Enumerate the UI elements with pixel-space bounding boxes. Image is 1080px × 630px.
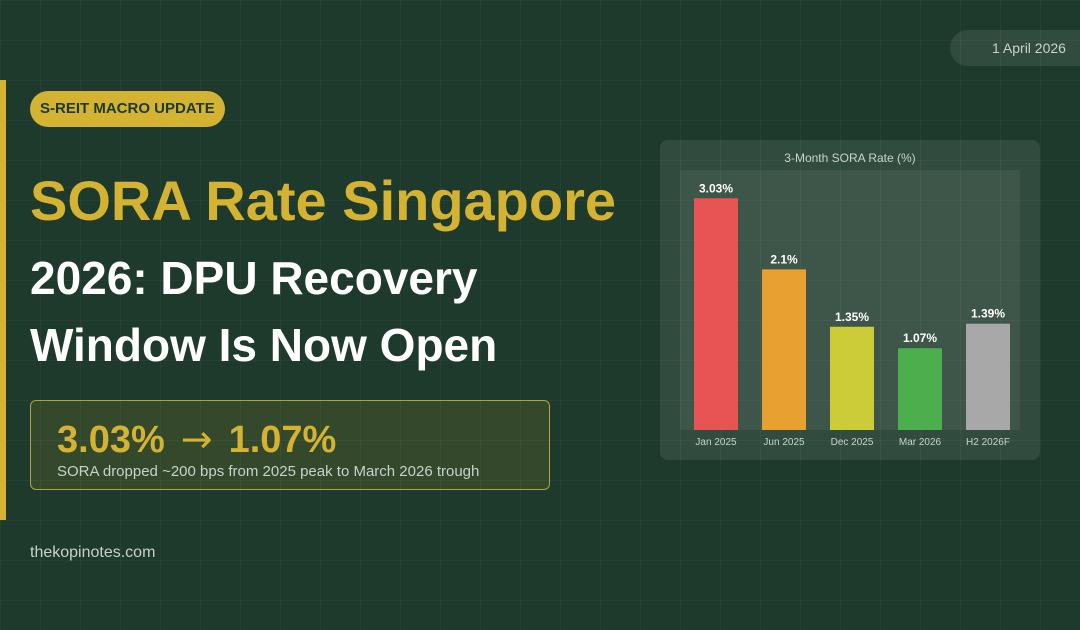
bar-0 [694,198,738,430]
bar-1 [762,269,806,430]
bar-value-label: 1.35% [835,310,869,324]
sora-bar-chart: 3-Month SORA Rate (%) 3.03% Jan 2025 2.1% J… [680,151,1020,448]
stat-callout: 3.03% → 1.07% SORA dropped ~200 bps from 2… [30,400,550,490]
bar-2 [830,326,874,430]
bar-4 [966,323,1010,430]
chart-title: 3-Month SORA Rate (%) [784,151,915,165]
accent-bar [0,80,6,520]
site-url: thekopinotes.com [30,544,156,561]
bar-3 [898,348,942,430]
x-tick-label: Dec 2025 [831,437,874,448]
date-label: 1 April 2026 [950,30,1080,66]
sora-chart-card: 3-Month SORA Rate (%) 3.03% Jan 2025 2.1% J… [660,140,1040,460]
headline-line-3: Window Is Now Open [30,319,498,371]
bar-value-label: 2.1% [770,252,798,266]
stat-values: 3.03% → 1.07% [57,417,336,462]
bar-value-label: 1.07% [903,331,937,345]
category-badge: S-REIT MACRO UPDATE [30,91,225,127]
stat-caption: SORA dropped ~200 bps from 2025 peak to … [57,463,480,480]
x-tick-label: Jun 2025 [763,437,805,448]
x-tick-label: Jan 2025 [695,437,737,448]
x-tick-label: Mar 2026 [899,437,942,448]
bars-group: 3.03% Jan 2025 2.1% Jun 2025 1.35% Dec 2025 1.… [694,181,1010,448]
bar-value-label: 3.03% [699,181,733,195]
stat-from-value: 3.03% [57,419,165,461]
bar-value-label: 1.39% [971,307,1005,321]
headline-line-2: 2026: DPU Recovery [30,252,478,304]
x-tick-label: H2 2026F [966,437,1010,448]
headline-line-1: SORA Rate Singapore [30,169,617,232]
arrow-right-icon: → [180,417,213,461]
stat-to-value: 1.07% [228,419,337,461]
